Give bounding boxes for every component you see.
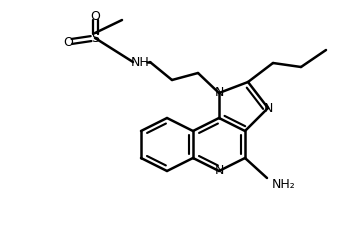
Text: O: O: [63, 35, 73, 49]
Text: O: O: [90, 9, 100, 22]
Text: S: S: [91, 31, 99, 45]
Text: NH₂: NH₂: [272, 178, 296, 191]
Text: NH: NH: [131, 55, 149, 68]
Text: N: N: [214, 164, 224, 177]
Text: N: N: [214, 87, 224, 100]
Text: N: N: [263, 101, 273, 114]
